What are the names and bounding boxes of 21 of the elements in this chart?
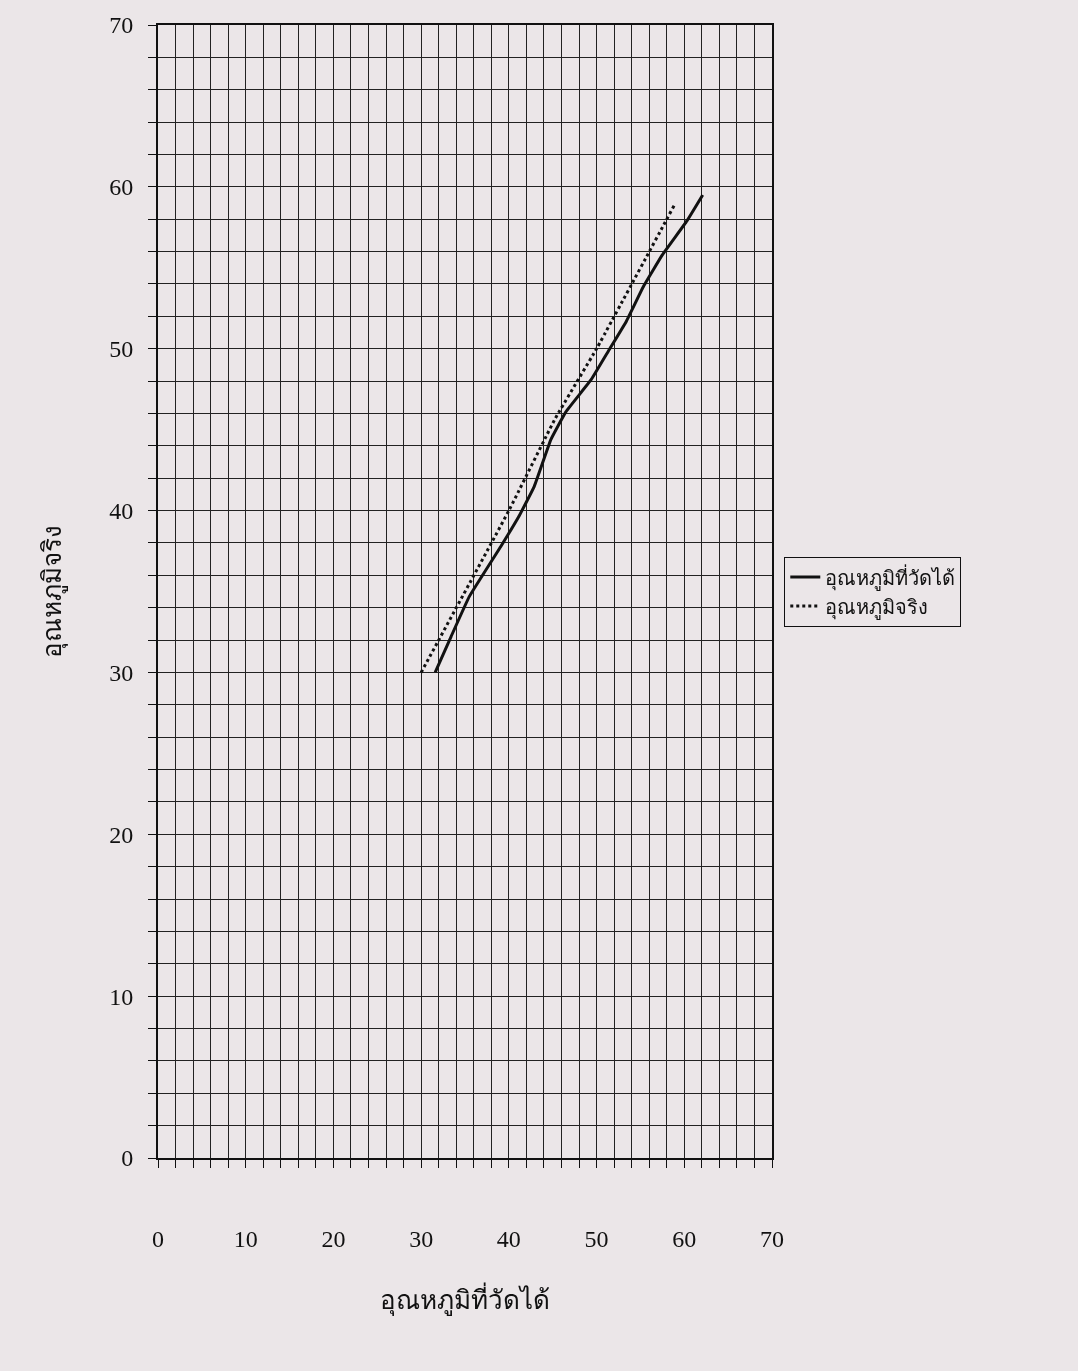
y-tick-label: 40 [109, 497, 134, 524]
line-series [433, 193, 705, 674]
x-tick-label: 0 [152, 1225, 164, 1252]
y-tick-label: 0 [121, 1145, 134, 1172]
y-tick-label: 60 [109, 174, 134, 201]
x-tick-label: 40 [496, 1225, 521, 1252]
y-tick-label: 50 [109, 336, 134, 363]
legend-label: อุณหภูมิที่วัดได้ [825, 563, 956, 591]
x-tick-label: 20 [321, 1225, 346, 1252]
y-tick-label: 30 [109, 659, 134, 686]
x-axis-title: อุณหภูมิที่วัดได้ [380, 1282, 550, 1316]
y-tick-label: 70 [109, 12, 134, 39]
legend-label: อุณหภูมิจริง [825, 595, 929, 620]
x-tick-label: 10 [233, 1225, 258, 1252]
x-tick-label: 70 [760, 1225, 784, 1252]
y-tick-label: 20 [109, 821, 134, 848]
x-tick-label: 60 [672, 1225, 697, 1252]
x-tick-label: 30 [409, 1225, 434, 1252]
x-tick-label: 50 [584, 1225, 609, 1252]
y-tick-label: 10 [109, 983, 134, 1010]
y-axis-title: อุณหภูมิจริง [38, 525, 69, 658]
